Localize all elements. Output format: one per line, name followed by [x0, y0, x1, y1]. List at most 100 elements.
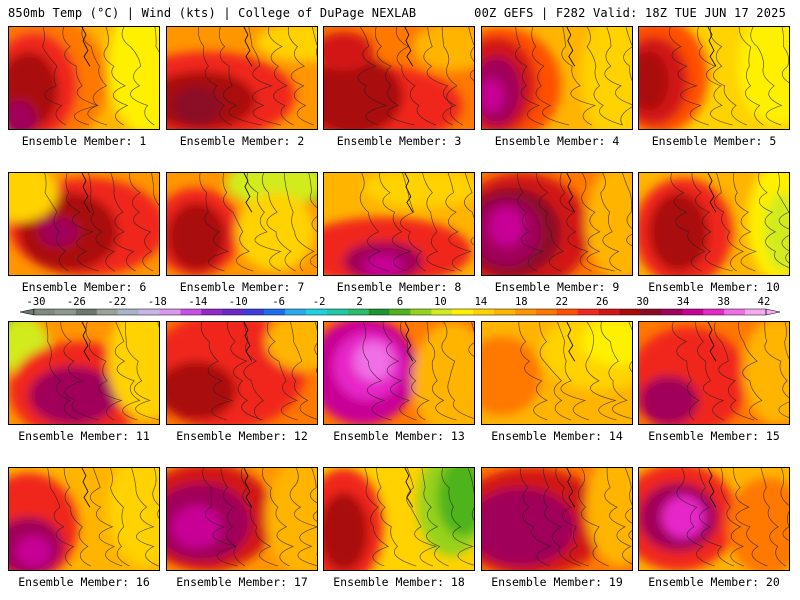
height-contour-line	[561, 27, 597, 126]
height-contour-line	[357, 27, 388, 126]
colorbar-swatch	[410, 309, 432, 315]
colorbar-swatch	[180, 309, 202, 315]
temperature-field	[9, 322, 159, 424]
ensemble-member-map[interactable]	[481, 26, 633, 130]
height-contour-line	[623, 27, 632, 82]
height-contour-line	[441, 322, 474, 419]
height-contour-line	[697, 27, 733, 126]
colorbar-swatch	[159, 309, 181, 315]
ensemble-member-map[interactable]	[8, 467, 160, 571]
height-contour-line	[359, 173, 390, 272]
height-contour-line	[776, 173, 789, 264]
height-contour-line	[121, 27, 155, 126]
height-contour-line	[738, 27, 764, 126]
temperature-region	[107, 322, 159, 421]
ensemble-member-map[interactable]	[166, 172, 318, 276]
ensemble-member-map[interactable]	[638, 467, 790, 571]
colorbar-swatch	[389, 309, 411, 315]
colorbar-swatch	[243, 309, 265, 315]
ensemble-member-map[interactable]	[638, 26, 790, 130]
ensemble-member-map[interactable]	[481, 467, 633, 571]
ensemble-member-map[interactable]	[8, 321, 160, 425]
ensemble-member-label: Ensemble Member: 3	[336, 134, 462, 148]
colorbar-tick-label: 26	[595, 296, 609, 308]
height-contour-line	[671, 322, 700, 421]
height-contour-line	[220, 468, 246, 567]
coastline	[81, 27, 91, 67]
ensemble-member-map[interactable]	[8, 172, 160, 276]
temperature-region	[324, 31, 374, 72]
colorbar-swatch	[138, 309, 160, 315]
height-contour-line	[557, 322, 590, 421]
height-contour-line	[698, 468, 735, 567]
temperature-field	[324, 322, 474, 424]
height-contour-line	[200, 322, 234, 421]
temperature-region	[265, 468, 317, 570]
temperature-field	[167, 173, 317, 275]
height-contour-line	[45, 322, 80, 421]
temperature-region	[482, 78, 504, 114]
temperature-field	[167, 27, 317, 129]
ensemble-member-map[interactable]	[638, 172, 790, 276]
ensemble-member-map[interactable]	[638, 321, 790, 425]
height-contour-line	[60, 322, 99, 421]
height-contour-line	[628, 322, 632, 373]
temperature-field	[639, 322, 789, 424]
temperature-region	[727, 477, 789, 570]
temperature-field	[324, 468, 474, 570]
height-contour-line	[581, 173, 615, 272]
temperature-field	[639, 173, 789, 275]
height-contour-line	[246, 173, 282, 272]
height-contour-line	[62, 27, 100, 126]
colorbar-tick-label: -14	[188, 296, 208, 308]
ensemble-member-map[interactable]	[323, 172, 475, 276]
temperature-region	[639, 51, 669, 111]
colorbar-min-arrow	[19, 308, 35, 316]
height-contour-line	[586, 27, 623, 126]
ensemble-member-map[interactable]	[481, 321, 633, 425]
ensemble-member-map[interactable]	[323, 26, 475, 130]
coastline	[566, 173, 576, 213]
colorbar-max-arrow	[765, 308, 781, 316]
colorbar-swatch	[201, 309, 223, 315]
colorbar-swatch	[54, 309, 77, 315]
ensemble-member-map[interactable]	[323, 467, 475, 571]
colorbar-swatch	[640, 309, 662, 315]
ensemble-member-map[interactable]	[8, 26, 160, 130]
coastline	[81, 468, 91, 508]
colorbar-tick-label: 22	[555, 296, 569, 308]
ensemble-member-map[interactable]	[166, 321, 318, 425]
height-contour-line	[125, 322, 159, 421]
colorbar-tick-label: -18	[147, 296, 167, 308]
colorbar-swatch	[34, 309, 56, 315]
ensemble-member-map[interactable]	[323, 321, 475, 425]
height-contour-line	[539, 322, 571, 421]
coastline	[81, 322, 91, 362]
height-contour-line	[714, 173, 744, 272]
height-contour-line	[261, 173, 296, 272]
colorbar-swatch	[556, 309, 579, 315]
ensemble-member-label: Ensemble Member: 16	[18, 575, 150, 589]
ensemble-member-label: Ensemble Member: 10	[648, 280, 780, 294]
height-contour-line	[85, 322, 123, 421]
height-contour-line	[243, 322, 265, 421]
colorbar-swatch	[724, 309, 746, 315]
ensemble-member-label: Ensemble Member: 18	[333, 575, 465, 589]
height-contour-line	[764, 322, 789, 418]
ensemble-member-label: Ensemble Member: 2	[179, 134, 305, 148]
height-contour-line	[531, 27, 570, 126]
colorbar-swatch	[473, 309, 495, 315]
height-contour-line	[312, 27, 317, 58]
height-contour-line	[241, 468, 279, 567]
ensemble-member-map[interactable]	[166, 26, 318, 130]
height-contour-line	[114, 322, 141, 421]
height-contour-line	[218, 27, 262, 126]
ensemble-member-map[interactable]	[166, 467, 318, 571]
colorbar-swatch	[264, 309, 286, 315]
ensemble-member-map[interactable]	[481, 172, 633, 276]
colorbar-tick-label: 42	[757, 296, 771, 308]
coastline	[404, 468, 414, 508]
height-contour-line	[676, 468, 715, 567]
colorbar-tick-label: 30	[636, 296, 650, 308]
height-contour-line	[733, 173, 757, 272]
